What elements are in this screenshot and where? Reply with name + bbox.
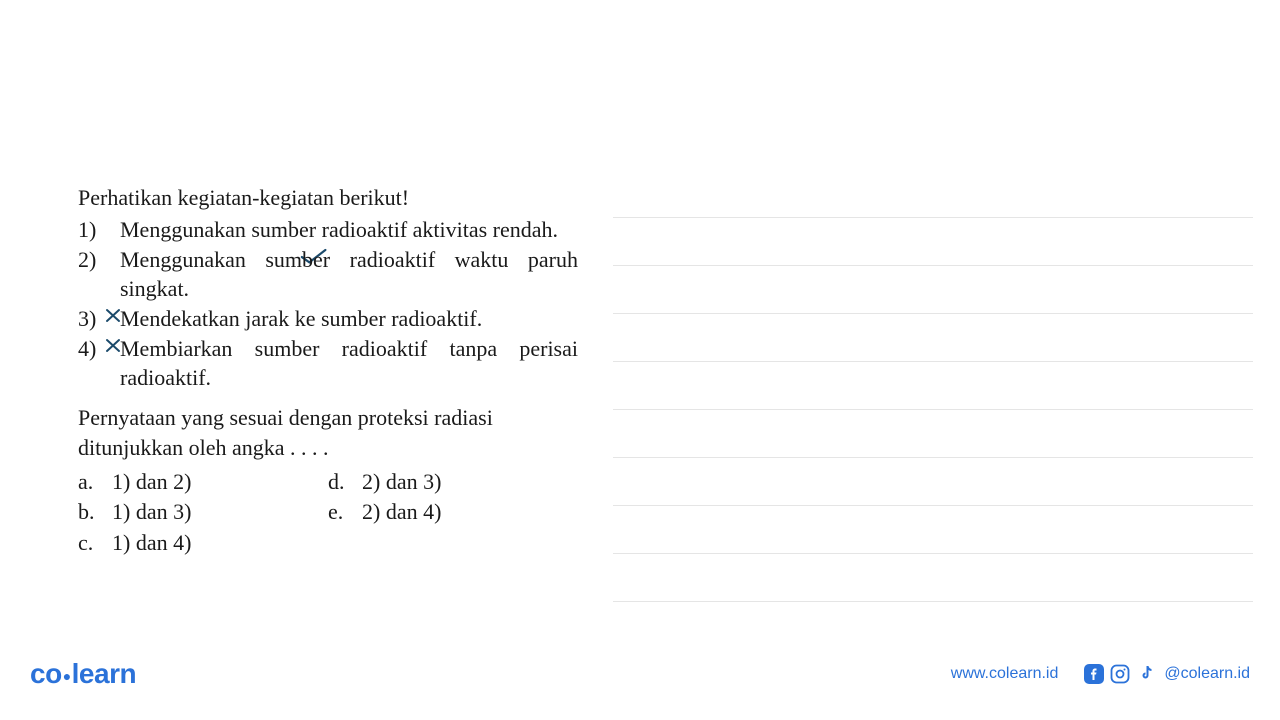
option-text-b: 1) dan 3): [112, 497, 191, 528]
ruled-line: [613, 170, 1253, 218]
option-e: e. 2) dan 4): [328, 497, 578, 528]
question-prompt-text: Pernyataan yang sesuai dengan proteksi r…: [78, 403, 578, 462]
statement-num-2: 2): [78, 245, 120, 304]
answer-options: a. 1) dan 2) b. 1) dan 3) c. 1) dan 4) d…: [78, 467, 578, 559]
option-letter-e: e.: [328, 497, 362, 528]
statement-1: 1) Menggunakan sumber radioaktif aktivit…: [78, 215, 578, 245]
option-text-d: 2) dan 3): [362, 467, 441, 498]
option-letter-d: d.: [328, 467, 362, 498]
footer-right: www.colearn.id @colearn.id: [951, 664, 1250, 684]
ruled-line: [613, 314, 1253, 362]
logo-co: co: [30, 658, 62, 689]
ruled-line: [613, 266, 1253, 314]
statement-text-3: Mendekatkan jarak ke sumber radioaktif.: [120, 304, 578, 334]
question-intro-text: Perhatikan kegiatan-kegiatan berikut!: [78, 185, 578, 211]
option-letter-c: c.: [78, 528, 112, 559]
cross-icon: [104, 332, 122, 362]
statement-list: 1) Menggunakan sumber radioaktif aktivit…: [78, 215, 578, 393]
social-handle: @colearn.id: [1164, 665, 1250, 683]
option-text-e: 2) dan 4): [362, 497, 441, 528]
logo: co●learn: [30, 658, 136, 690]
statement-num-1: 1): [78, 215, 120, 245]
social-icons: @colearn.id: [1084, 664, 1250, 684]
ruled-line: [613, 554, 1253, 602]
option-a: a. 1) dan 2): [78, 467, 328, 498]
ruled-line: [613, 506, 1253, 554]
question-content: Perhatikan kegiatan-kegiatan berikut! 1)…: [78, 185, 578, 559]
tiktok-icon: [1136, 664, 1154, 684]
ruled-line: [613, 458, 1253, 506]
ruled-lines-area: [613, 170, 1253, 602]
ruled-line: [613, 218, 1253, 266]
option-text-a: 1) dan 2): [112, 467, 191, 498]
cross-icon: [104, 302, 122, 332]
ruled-line: [613, 362, 1253, 410]
statement-text-2: Menggunakan sumber radioaktif waktu paru…: [120, 245, 578, 304]
option-c: c. 1) dan 4): [78, 528, 328, 559]
statement-3: 3) Mendekatkan jarak ke sumber radioakti…: [78, 304, 578, 334]
logo-learn: learn: [72, 658, 136, 689]
statement-text-1: Menggunakan sumber radioaktif aktivitas …: [120, 215, 578, 245]
statement-text-4: Membiarkan sumber radioaktif tanpa peris…: [120, 334, 578, 393]
statement-2: 2) Menggunakan sumber radioaktif waktu p…: [78, 245, 578, 304]
option-letter-b: b.: [78, 497, 112, 528]
ruled-line: [613, 410, 1253, 458]
logo-dot-icon: ●: [63, 668, 71, 684]
facebook-icon: [1084, 664, 1104, 684]
statement-4: 4) Membiarkan sumber radioaktif tanpa pe…: [78, 334, 578, 393]
option-b: b. 1) dan 3): [78, 497, 328, 528]
website-url: www.colearn.id: [951, 665, 1059, 683]
option-d: d. 2) dan 3): [328, 467, 578, 498]
option-text-c: 1) dan 4): [112, 528, 191, 559]
instagram-icon: [1110, 664, 1130, 684]
footer: co●learn www.colearn.id @colearn.id: [0, 658, 1280, 690]
option-letter-a: a.: [78, 467, 112, 498]
